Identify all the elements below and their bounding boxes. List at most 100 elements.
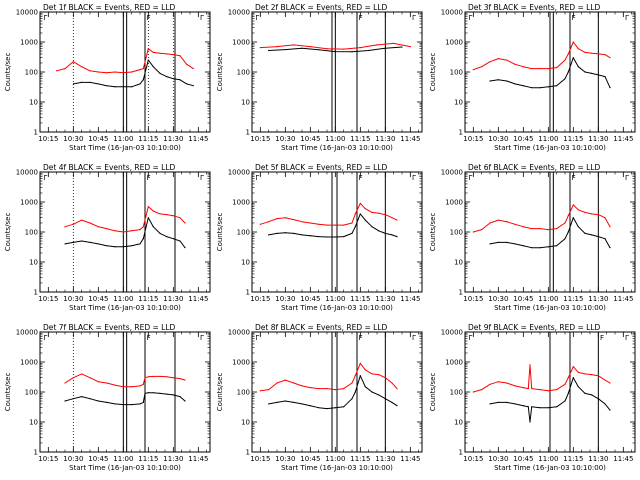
lld-data-point [97,71,99,73]
lld-data-point [64,382,66,384]
lld-series-line [473,204,611,233]
lld-data-point [359,202,361,204]
lld-data-point [584,211,586,214]
events-data-point [166,76,168,78]
y-tick-label: 1000 [232,39,250,47]
y-tick-label: 100 [237,229,250,237]
events-data-point [284,400,286,402]
x-tick-label: 10:15 [38,295,58,303]
events-series-line [73,59,194,88]
lld-data-point [529,364,531,366]
y-tick-label: 100 [237,69,250,77]
interval-marker: F [359,14,363,22]
lld-data-point [609,382,611,384]
events-data-point [547,246,549,248]
events-data-point [572,377,574,379]
events-data-point [172,78,174,80]
lld-data-point [364,369,366,371]
lld-data-point [556,67,558,69]
x-tick-label: 11:30 [163,455,183,463]
events-data-point [577,226,579,228]
lld-data-point [391,217,393,219]
lld-data-point [497,57,499,60]
lld-data-point [122,386,124,388]
lld-data-point [506,221,508,223]
lld-data-point [144,377,146,379]
lld-data-point [531,227,533,230]
lld-data-point [409,46,411,48]
y-axis-label: Counts/sec [4,213,12,252]
x-axis-label: Start Time (16-Jan-03 10:10:00) [69,304,181,312]
events-data-point [384,398,386,400]
events-data-point [604,76,606,78]
x-tick-label: 11:45 [188,295,208,303]
x-tick-label: 11:00 [325,295,345,303]
interval-marker: F [147,174,151,182]
lld-data-point [114,384,116,386]
lld-data-point [152,210,154,212]
plot-panel-3: Det 3f BLACK = Events, RED = LLD 1 10 100 10… [429,3,636,152]
lld-data-point [567,53,569,55]
events-data-point [506,241,508,244]
events-data-point [293,232,295,234]
x-tick-label: 11:45 [400,135,420,143]
y-tick-label: 10 [454,99,463,107]
interval-marker: Γ [625,334,629,342]
lld-data-point [564,383,566,385]
lld-data-point [147,376,149,378]
events-data-point [531,406,533,408]
events-data-point [489,80,491,82]
x-tick-label: 11:45 [188,455,208,463]
lld-data-point [259,223,261,225]
interval-marker: Γ [468,14,472,22]
y-axis-label: Counts/sec [429,213,437,252]
lld-data-point [564,59,566,61]
lld-data-point [122,72,124,74]
x-tick-label: 11:15 [350,295,370,303]
events-data-point [497,79,499,81]
lld-data-point [56,70,58,72]
interval-marker: Γ [43,334,47,342]
events-data-point [597,398,599,400]
lld-series-line [64,373,186,388]
events-data-point [268,234,270,236]
events-data-point [371,226,373,228]
x-tick-label: 10:30 [275,455,295,463]
y-tick-label: 100 [25,229,38,237]
y-axis-label: Counts/sec [429,373,437,412]
lld-data-point [472,69,474,71]
plot-frame [251,11,423,133]
x-tick-label: 11:15 [563,295,583,303]
lld-data-point [131,230,133,232]
events-data-point [81,81,83,84]
lld-data-point [604,217,606,219]
lld-data-point [293,382,295,384]
lld-data-point [539,389,541,391]
events-data-point [564,78,566,80]
events-data-point [577,386,579,388]
x-tick-label: 10:15 [250,295,270,303]
events-data-point [556,85,558,87]
x-tick-label: 11:45 [400,295,420,303]
lld-data-point [139,385,141,387]
lld-data-point [309,46,311,48]
x-tick-label: 11:00 [113,295,133,303]
lld-data-point [64,67,66,70]
x-tick-label: 11:15 [350,135,370,143]
lld-data-point [186,63,188,65]
events-data-point [284,48,286,51]
lld-data-point [531,67,533,70]
events-data-point [343,406,345,408]
events-data-point [159,232,161,234]
events-data-point [97,83,99,85]
x-tick-label: 10:45 [300,295,320,303]
lld-series-line [260,202,398,226]
events-data-point [179,240,181,242]
events-data-point [609,409,611,411]
events-data-point [584,232,586,234]
plot-title: Det 9f BLACK = Events, RED = LLD [468,323,601,332]
events-series-line [489,377,611,423]
events-data-point [396,236,398,238]
interval-marker: Γ [468,174,472,182]
x-tick-label: 10:30 [488,455,508,463]
